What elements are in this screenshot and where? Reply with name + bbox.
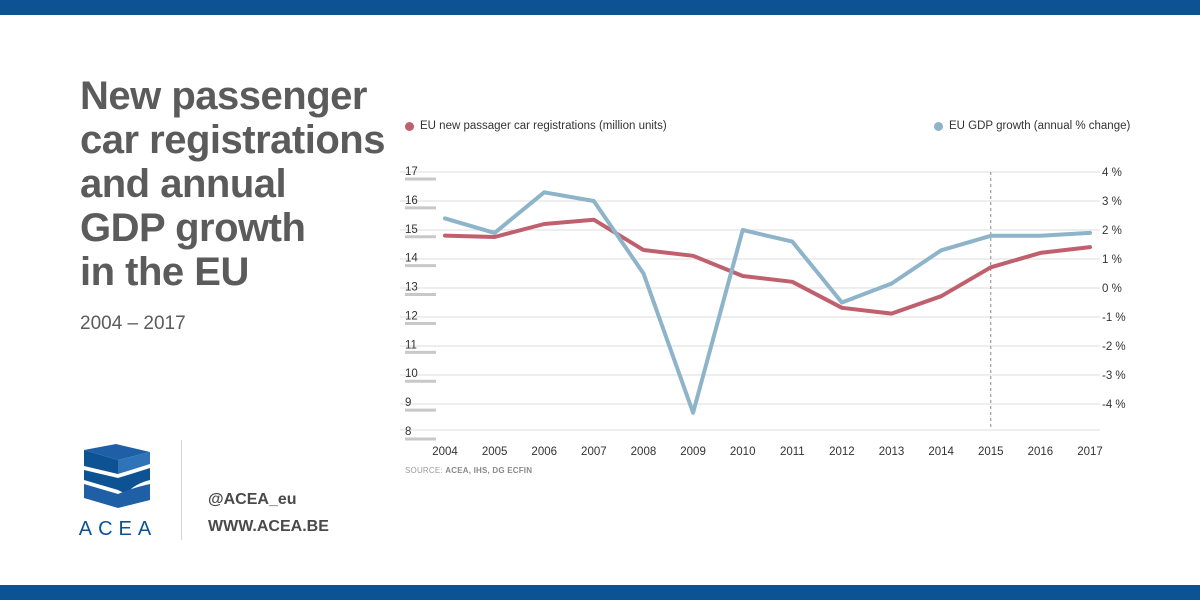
right-tick-label: 0 % [1102,283,1122,295]
source-note: SOURCE: ACEA, IHS, DG ECFIN [405,466,532,475]
acea-logo-icon [84,444,150,508]
bottom-banner [0,585,1200,600]
right-tick-label: -3 % [1102,370,1126,382]
x-tick-label: 2014 [928,446,954,458]
right-tick-label: -1 % [1102,312,1126,324]
x-tick-label: 2009 [680,446,706,458]
page-title: New passenger car registrations and annu… [80,74,385,294]
right-tick-label: -2 % [1102,341,1126,353]
x-tick-label: 2010 [730,446,756,458]
twitter-handle[interactable]: @ACEA_eu [208,491,297,508]
right-tick-label: 2 % [1102,225,1122,237]
legend-dot-registrations [405,121,414,131]
series-line-gdp [443,190,1092,415]
right-tick-label: 1 % [1102,254,1122,266]
legend-gdp: EU GDP growth (annual % change) [934,120,1130,132]
logo-text: ACEA [78,518,158,540]
legend-label-registrations: EU new passager car registrations (milli… [420,120,667,132]
x-tick-label: 2013 [879,446,905,458]
x-tick-label: 2015 [978,446,1004,458]
x-tick-label: 2012 [829,446,855,458]
x-tick-label: 2007 [581,446,607,458]
right-tick-label: -4 % [1102,399,1126,411]
page-subtitle: 2004 – 2017 [80,313,186,334]
legend-label-gdp: EU GDP growth (annual % change) [949,120,1131,132]
legend-registrations: EU new passager car registrations (milli… [405,120,667,132]
left-tick-label: 15 [405,224,418,236]
top-banner [0,0,1200,15]
x-tick-label: 2016 [1028,446,1054,458]
legend-dot-gdp [934,121,943,131]
website-link[interactable]: WWW.ACEA.BE [208,518,329,535]
left-tick-label: 9 [405,397,411,409]
left-tick-label: 13 [405,282,418,294]
source-value: ACEA, IHS, DG ECFIN [445,466,533,475]
left-tick-label: 12 [405,310,418,322]
left-tick-label: 17 [405,166,418,178]
x-tick-label: 2005 [482,446,508,458]
right-tick-label: 4 % [1102,167,1122,179]
left-tick-label: 11 [405,339,417,351]
footer-divider [181,440,182,540]
x-tick-label: 2008 [631,446,657,458]
left-tick-label: 8 [405,426,411,438]
source-label: SOURCE: [405,466,446,475]
left-tick-label: 16 [405,195,418,207]
x-tick-label: 2004 [432,446,458,458]
left-tick-label: 10 [405,368,418,380]
right-tick-label: 3 % [1102,196,1122,208]
x-tick-label: 2006 [531,446,557,458]
x-tick-label: 2017 [1077,446,1103,458]
series-line-registrations [443,217,1092,316]
x-tick-label: 2011 [780,446,805,458]
left-tick-label: 14 [405,253,418,265]
